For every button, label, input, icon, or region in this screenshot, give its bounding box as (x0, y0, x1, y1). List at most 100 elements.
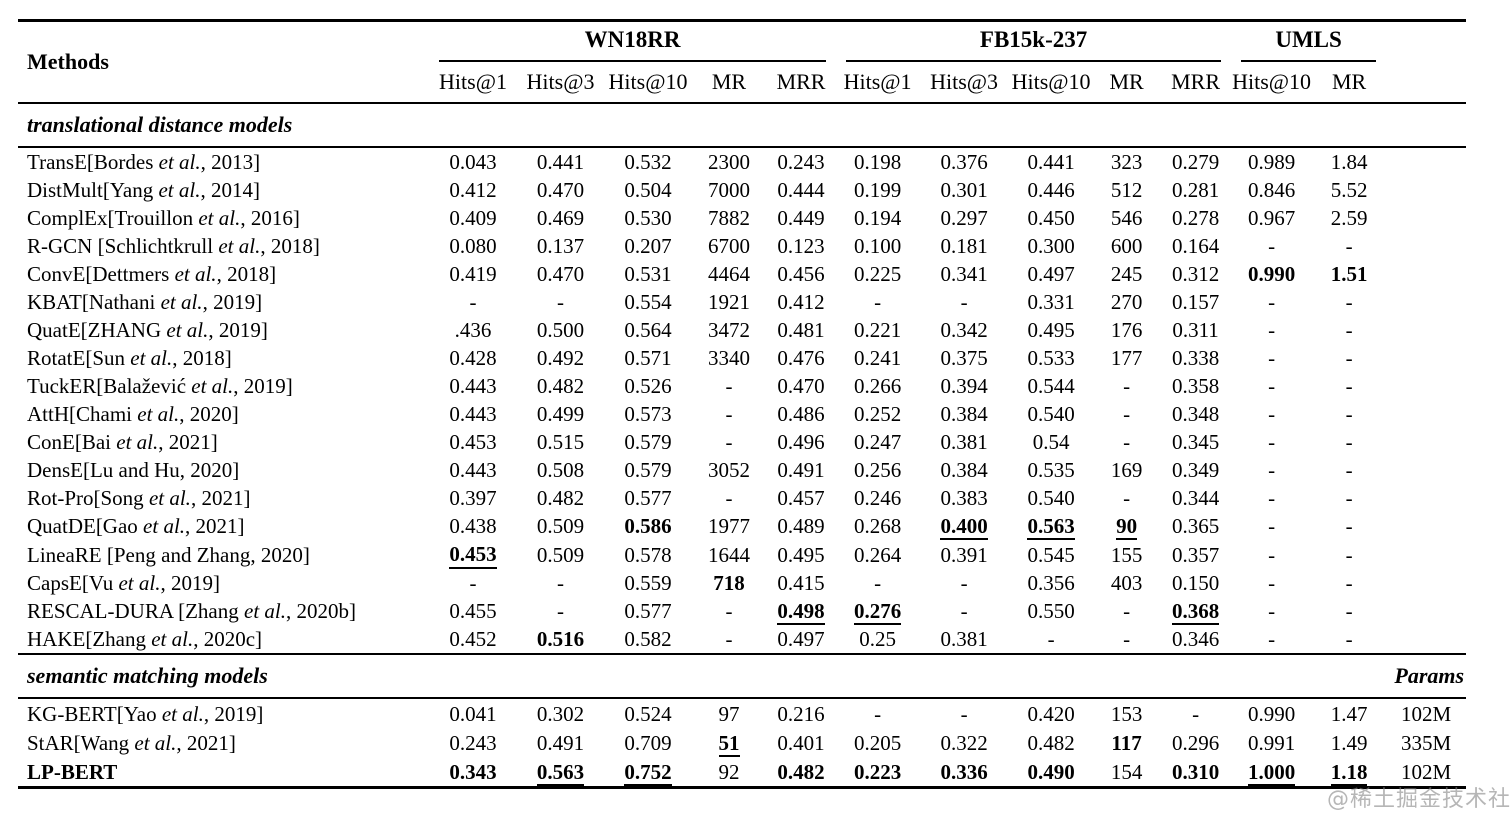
value-cell: 0.391 (940, 542, 988, 567)
value-cell: 0.256 (853, 458, 902, 482)
value-cell: - (1268, 374, 1276, 398)
value-cell: 0.509 (536, 542, 585, 567)
method-cell: StAR[Wang et al., 2021] (27, 730, 236, 755)
value-cell: 0.449 (777, 206, 825, 230)
value-cell: 0.341 (940, 262, 988, 286)
value-cell: - (1345, 458, 1353, 482)
value-cell: 0.181 (940, 234, 988, 258)
value-cell: 0.300 (1027, 234, 1075, 258)
value-cell: 0.384 (940, 458, 988, 482)
table-row: ConE[Bai et al., 2021] 0.453 0.515 0.579 - 0.… (18, 428, 1466, 456)
params-cell (1386, 456, 1466, 484)
value-cell: - (1268, 318, 1276, 342)
section-title: translational distance models (18, 102, 1387, 148)
value-cell: 0.041 (449, 701, 497, 726)
value-cell: 0.497 (777, 627, 825, 652)
value-cell: 0.344 (1171, 486, 1220, 510)
value-cell: 0.278 (1171, 206, 1220, 230)
watermark: @稀土掘金技术社区 (1327, 787, 1512, 812)
params-label: Params (1386, 653, 1467, 700)
value-cell: 0.412 (777, 290, 825, 314)
value-cell: 0.476 (777, 346, 825, 370)
col-header: Hits@1 (836, 62, 920, 104)
value-cell: 0.356 (1027, 570, 1075, 595)
value-cell: - (1345, 234, 1353, 258)
value-cell: 0.452 (449, 627, 497, 652)
table-row: KBAT[Nathani et al., 2019] - - 0.554 1921 0.4… (18, 288, 1466, 316)
col-header: Hits@10 (1009, 62, 1094, 104)
value-cell: 0.243 (449, 730, 497, 755)
value-cell: 0.482 (1027, 730, 1075, 755)
value-cell: 0.515 (536, 430, 585, 454)
value-cell: 0.508 (536, 458, 585, 482)
value-cell: 0.540 (1027, 486, 1075, 510)
value-cell: 0.246 (853, 486, 902, 510)
table-row: TransE[Bordes et al., 2013] 0.043 0.441 0.5… (18, 147, 1466, 176)
value-cell: - (1268, 627, 1276, 652)
params-cell (1386, 288, 1466, 316)
col-header: MRR (1160, 62, 1232, 104)
value-cell: 0.443 (449, 402, 497, 426)
value-cell: 0.991 (1247, 730, 1296, 755)
group-header-wn18rr: WN18RR (429, 21, 836, 62)
value-cell: - (725, 599, 733, 624)
method-cell: R-GCN [Schlichtkrull et al., 2018] (27, 234, 320, 258)
col-header-empty (1386, 62, 1467, 104)
value-cell: 0.279 (1171, 150, 1220, 174)
table-header: Methods WN18RR FB15k-237 UMLS Hits@1 Hit… (18, 20, 1467, 104)
value-cell: 0.205 (853, 730, 902, 755)
table-row: StAR[Wang et al., 2021] 0.243 0.491 0.709 51… (18, 728, 1466, 757)
table-row: LP-BERT 0.343 0.563 0.752 92 0.482 0.223 0.336 0… (18, 757, 1466, 788)
value-cell: 0.577 (624, 599, 672, 624)
params-cell (1386, 569, 1466, 597)
params-cell (1386, 428, 1466, 456)
value-cell: 0.243 (777, 150, 825, 174)
value-cell: - (1192, 701, 1200, 726)
value-cell: 5.52 (1330, 178, 1368, 202)
value-cell: - (1268, 542, 1276, 567)
value-cell: 0.495 (1027, 318, 1075, 342)
value-cell: 546 (1110, 206, 1143, 230)
value-cell: 0.322 (940, 730, 988, 755)
value-cell: - (1345, 627, 1353, 652)
value-cell: 0.535 (1027, 458, 1075, 482)
value-cell: - (874, 290, 882, 314)
method-cell: RESCAL-DURA [Zhang et al., 2020b] (27, 599, 356, 624)
value-cell: 0.343 (449, 759, 497, 784)
value-cell: 0.752 (604, 757, 692, 788)
table-row: QuatDE[Gao et al., 2021] 0.438 0.509 0.586 1… (18, 512, 1466, 541)
value-cell: 0.368 (1160, 597, 1231, 626)
params-header-spacer (1386, 21, 1466, 63)
method-cell: TransE[Bordes et al., 2013] (27, 150, 261, 174)
value-cell: 6700 (708, 234, 750, 258)
value-cell: 0.533 (1027, 346, 1075, 370)
value-cell: 0.207 (624, 234, 672, 258)
value-cell: - (1123, 374, 1131, 398)
table-row: HAKE[Zhang et al., 2020c] 0.452 0.516 0.582… (18, 625, 1466, 654)
col-header: MR (692, 62, 766, 104)
value-cell: 0.446 (1027, 178, 1075, 202)
method-cell: KBAT[Nathani et al., 2019] (27, 290, 263, 314)
value-cell: 0.312 (1171, 262, 1220, 286)
value-cell: 0.482 (777, 759, 825, 784)
value-cell: 1.49 (1330, 730, 1368, 755)
value-cell: - (1268, 599, 1276, 624)
value-cell: 0.490 (1027, 759, 1075, 784)
params-cell (1386, 147, 1466, 176)
value-cell: - (469, 290, 477, 314)
value-cell: 0.443 (449, 374, 497, 398)
value-cell: 155 (1110, 542, 1143, 567)
table-row: Rot-Pro[Song et al., 2021] 0.397 0.482 0.57… (18, 484, 1466, 512)
value-cell: 0.441 (1027, 150, 1075, 174)
value-cell: - (1345, 290, 1353, 314)
params-cell (1386, 484, 1466, 512)
method-cell: DistMult[Yang et al., 2014] (27, 178, 260, 202)
value-cell: 0.225 (853, 262, 902, 286)
section-title: semantic matching models (18, 653, 1387, 700)
value-cell: 0.563 (1009, 512, 1093, 541)
value-cell: 0.709 (624, 730, 672, 755)
col-header: Hits@3 (919, 62, 1010, 104)
value-cell: 245 (1110, 262, 1143, 286)
value-cell: 0.264 (853, 542, 902, 567)
value-cell: 0.573 (624, 402, 672, 426)
